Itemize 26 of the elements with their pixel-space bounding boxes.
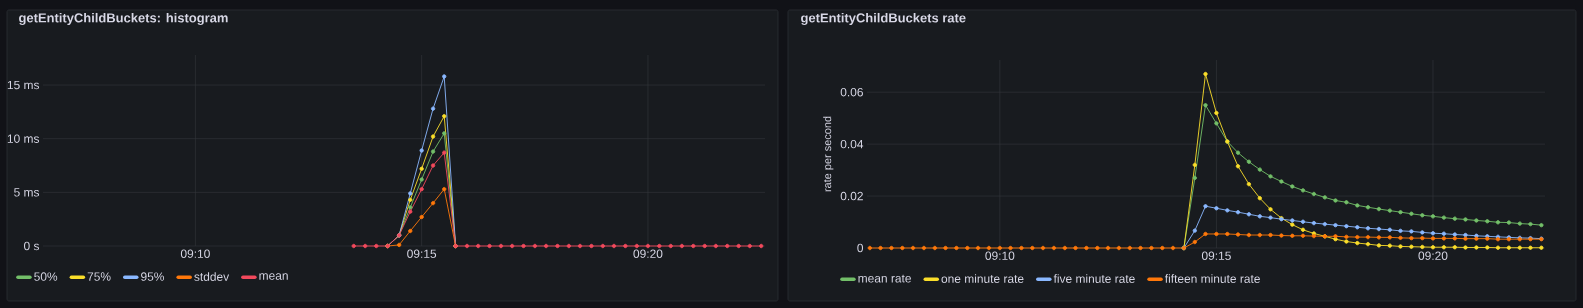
legend-label: mean bbox=[259, 273, 288, 280]
legend-label: 50% bbox=[34, 272, 58, 281]
y-tick-label: 0.02 bbox=[840, 191, 863, 201]
y-tick-label: 15 ms bbox=[7, 80, 40, 90]
legend-label: stddev bbox=[194, 272, 230, 281]
legend-label: 95% bbox=[141, 272, 164, 281]
y-tick-label: 0.04 bbox=[840, 139, 864, 149]
legend-label: mean rate bbox=[858, 274, 911, 283]
y-tick-label: 10 ms bbox=[7, 134, 40, 143]
y-tick-label: 0.06 bbox=[840, 87, 863, 97]
legend-label: one minute rate bbox=[941, 274, 1024, 283]
x-tick-label: 09:15 bbox=[1201, 251, 1231, 260]
x-tick-label: 09:20 bbox=[1418, 251, 1448, 260]
y-tick-label: 0 bbox=[857, 243, 864, 253]
chart-title: getEntityChildBuckets: histogram bbox=[19, 12, 228, 26]
chart-title: getEntityChildBuckets rate bbox=[801, 12, 966, 26]
x-tick-label: 09:15 bbox=[407, 249, 437, 258]
x-tick-label: 09:20 bbox=[633, 249, 663, 258]
y-axis-title: rate per second bbox=[823, 116, 834, 192]
x-tick-label: 09:10 bbox=[985, 251, 1015, 260]
x-tick-label: 09:10 bbox=[180, 249, 210, 258]
legend-label: five minute rate bbox=[1053, 274, 1135, 283]
y-tick-label: 5 ms bbox=[14, 188, 40, 197]
legend-label: fifteen minute rate bbox=[1164, 274, 1260, 283]
legend-label: 75% bbox=[87, 272, 111, 281]
y-tick-label: 0 s bbox=[24, 241, 40, 251]
